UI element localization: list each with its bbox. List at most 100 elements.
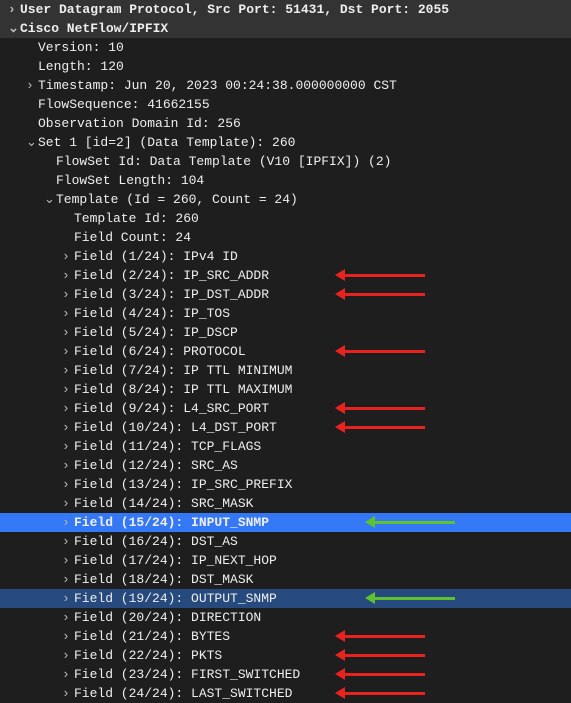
expand-caret-icon[interactable]: › [62, 572, 74, 587]
field-row[interactable]: ›Field (12/24): SRC_AS [0, 456, 571, 475]
length-line: Length: 120 [0, 57, 571, 76]
field-row-label: Field (6/24): PROTOCOL [74, 344, 246, 359]
field-row-label: Field (12/24): SRC_AS [74, 458, 238, 473]
expand-caret-icon[interactable]: › [62, 477, 74, 492]
version-line-label: Version: 10 [38, 40, 124, 55]
flowset-len-label: FlowSet Length: 104 [56, 173, 204, 188]
expand-caret-icon[interactable]: › [62, 515, 74, 530]
field-row-label: Field (8/24): IP TTL MAXIMUM [74, 382, 292, 397]
obsdomain-line-label: Observation Domain Id: 256 [38, 116, 241, 131]
length-line-label: Length: 120 [38, 59, 124, 74]
expand-caret-icon[interactable]: › [62, 629, 74, 644]
field-row[interactable]: ›Field (22/24): PKTS [0, 646, 571, 665]
field-row[interactable]: ›Field (6/24): PROTOCOL [0, 342, 571, 361]
field-row-label: Field (17/24): IP_NEXT_HOP [74, 553, 277, 568]
field-row-label: Field (23/24): FIRST_SWITCHED [74, 667, 300, 682]
expand-caret-icon[interactable]: › [62, 553, 74, 568]
expand-caret-icon[interactable]: › [62, 496, 74, 511]
expand-caret-icon[interactable]: › [62, 458, 74, 473]
field-row-label: Field (9/24): L4_SRC_PORT [74, 401, 269, 416]
field-row-label: Field (21/24): BYTES [74, 629, 230, 644]
field-row[interactable]: ›Field (19/24): OUTPUT_SNMP [0, 589, 571, 608]
field-row[interactable]: ›Field (16/24): DST_AS [0, 532, 571, 551]
set-1-label: Set 1 [id=2] (Data Template): 260 [38, 135, 295, 150]
field-row-label: Field (11/24): TCP_FLAGS [74, 439, 261, 454]
template[interactable]: ⌄Template (Id = 260, Count = 24) [0, 190, 571, 209]
field-row[interactable]: ›Field (15/24): INPUT_SNMP [0, 513, 571, 532]
expand-caret-icon[interactable]: › [62, 648, 74, 663]
expand-caret-icon[interactable]: › [62, 306, 74, 321]
field-row[interactable]: ›Field (7/24): IP TTL MINIMUM [0, 361, 571, 380]
expand-caret-icon[interactable]: › [62, 249, 74, 264]
set-1[interactable]: ⌄Set 1 [id=2] (Data Template): 260 [0, 133, 571, 152]
field-row-label: Field (3/24): IP_DST_ADDR [74, 287, 269, 302]
field-row-label: Field (19/24): OUTPUT_SNMP [74, 591, 277, 606]
expand-caret-icon[interactable]: › [62, 667, 74, 682]
expand-caret-icon[interactable]: › [8, 2, 20, 17]
expand-caret-icon[interactable]: › [62, 439, 74, 454]
expand-caret-icon[interactable]: › [62, 401, 74, 416]
field-row[interactable]: ›Field (3/24): IP_DST_ADDR [0, 285, 571, 304]
flowset-id-label: FlowSet Id: Data Template (V10 [IPFIX]) … [56, 154, 391, 169]
expand-caret-icon[interactable]: › [62, 363, 74, 378]
field-count: Field Count: 24 [0, 228, 571, 247]
netflow-header[interactable]: ⌄Cisco NetFlow/IPFIX [0, 19, 571, 38]
field-row[interactable]: ›Field (23/24): FIRST_SWITCHED [0, 665, 571, 684]
field-row[interactable]: ›Field (17/24): IP_NEXT_HOP [0, 551, 571, 570]
field-row[interactable]: ›Field (21/24): BYTES [0, 627, 571, 646]
udp-header[interactable]: ›User Datagram Protocol, Src Port: 51431… [0, 0, 571, 19]
expand-caret-icon[interactable]: ⌄ [44, 192, 56, 207]
field-row-label: Field (24/24): LAST_SWITCHED [74, 686, 292, 701]
field-row-label: Field (2/24): IP_SRC_ADDR [74, 268, 269, 283]
expand-caret-icon[interactable]: › [62, 325, 74, 340]
field-count-label: Field Count: 24 [74, 230, 191, 245]
field-row[interactable]: ›Field (1/24): IPv4 ID [0, 247, 571, 266]
flowset-len: FlowSet Length: 104 [0, 171, 571, 190]
expand-caret-icon[interactable]: › [62, 591, 74, 606]
expand-caret-icon[interactable]: ⌄ [26, 135, 38, 150]
udp-header-label: User Datagram Protocol, Src Port: 51431,… [20, 2, 449, 17]
field-row[interactable]: ›Field (11/24): TCP_FLAGS [0, 437, 571, 456]
template-id-label: Template Id: 260 [74, 211, 199, 226]
expand-caret-icon[interactable]: › [62, 287, 74, 302]
field-row-label: Field (1/24): IPv4 ID [74, 249, 238, 264]
expand-caret-icon[interactable]: ⌄ [8, 21, 20, 36]
expand-caret-icon[interactable]: › [26, 78, 38, 93]
field-row[interactable]: ›Field (4/24): IP_TOS [0, 304, 571, 323]
flowseq-line-label: FlowSequence: 41662155 [38, 97, 210, 112]
expand-caret-icon[interactable]: › [62, 420, 74, 435]
field-row-label: Field (15/24): INPUT_SNMP [74, 515, 269, 530]
expand-caret-icon[interactable]: › [62, 344, 74, 359]
field-row-label: Field (4/24): IP_TOS [74, 306, 230, 321]
template-id: Template Id: 260 [0, 209, 571, 228]
expand-caret-icon[interactable]: › [62, 534, 74, 549]
expand-caret-icon[interactable]: › [62, 382, 74, 397]
expand-caret-icon[interactable]: › [62, 686, 74, 701]
field-row[interactable]: ›Field (24/24): LAST_SWITCHED [0, 684, 571, 703]
field-row-label: Field (16/24): DST_AS [74, 534, 238, 549]
version-line: Version: 10 [0, 38, 571, 57]
field-row[interactable]: ›Field (20/24): DIRECTION [0, 608, 571, 627]
flowseq-line: FlowSequence: 41662155 [0, 95, 571, 114]
field-row[interactable]: ›Field (5/24): IP_DSCP [0, 323, 571, 342]
field-row-label: Field (14/24): SRC_MASK [74, 496, 253, 511]
timestamp-line[interactable]: ›Timestamp: Jun 20, 2023 00:24:38.000000… [0, 76, 571, 95]
field-row-label: Field (20/24): DIRECTION [74, 610, 261, 625]
field-row[interactable]: ›Field (10/24): L4_DST_PORT [0, 418, 571, 437]
field-row[interactable]: ›Field (2/24): IP_SRC_ADDR [0, 266, 571, 285]
field-row[interactable]: ›Field (18/24): DST_MASK [0, 570, 571, 589]
expand-caret-icon[interactable]: › [62, 610, 74, 625]
field-row[interactable]: ›Field (13/24): IP_SRC_PREFIX [0, 475, 571, 494]
field-row-label: Field (22/24): PKTS [74, 648, 222, 663]
timestamp-line-label: Timestamp: Jun 20, 2023 00:24:38.0000000… [38, 78, 397, 93]
field-row[interactable]: ›Field (8/24): IP TTL MAXIMUM [0, 380, 571, 399]
obsdomain-line: Observation Domain Id: 256 [0, 114, 571, 133]
expand-caret-icon[interactable]: › [62, 268, 74, 283]
field-row[interactable]: ›Field (9/24): L4_SRC_PORT [0, 399, 571, 418]
field-row-label: Field (13/24): IP_SRC_PREFIX [74, 477, 292, 492]
field-row-label: Field (10/24): L4_DST_PORT [74, 420, 277, 435]
field-row[interactable]: ›Field (14/24): SRC_MASK [0, 494, 571, 513]
field-row-label: Field (7/24): IP TTL MINIMUM [74, 363, 292, 378]
template-label: Template (Id = 260, Count = 24) [56, 192, 298, 207]
flowset-id: FlowSet Id: Data Template (V10 [IPFIX]) … [0, 152, 571, 171]
